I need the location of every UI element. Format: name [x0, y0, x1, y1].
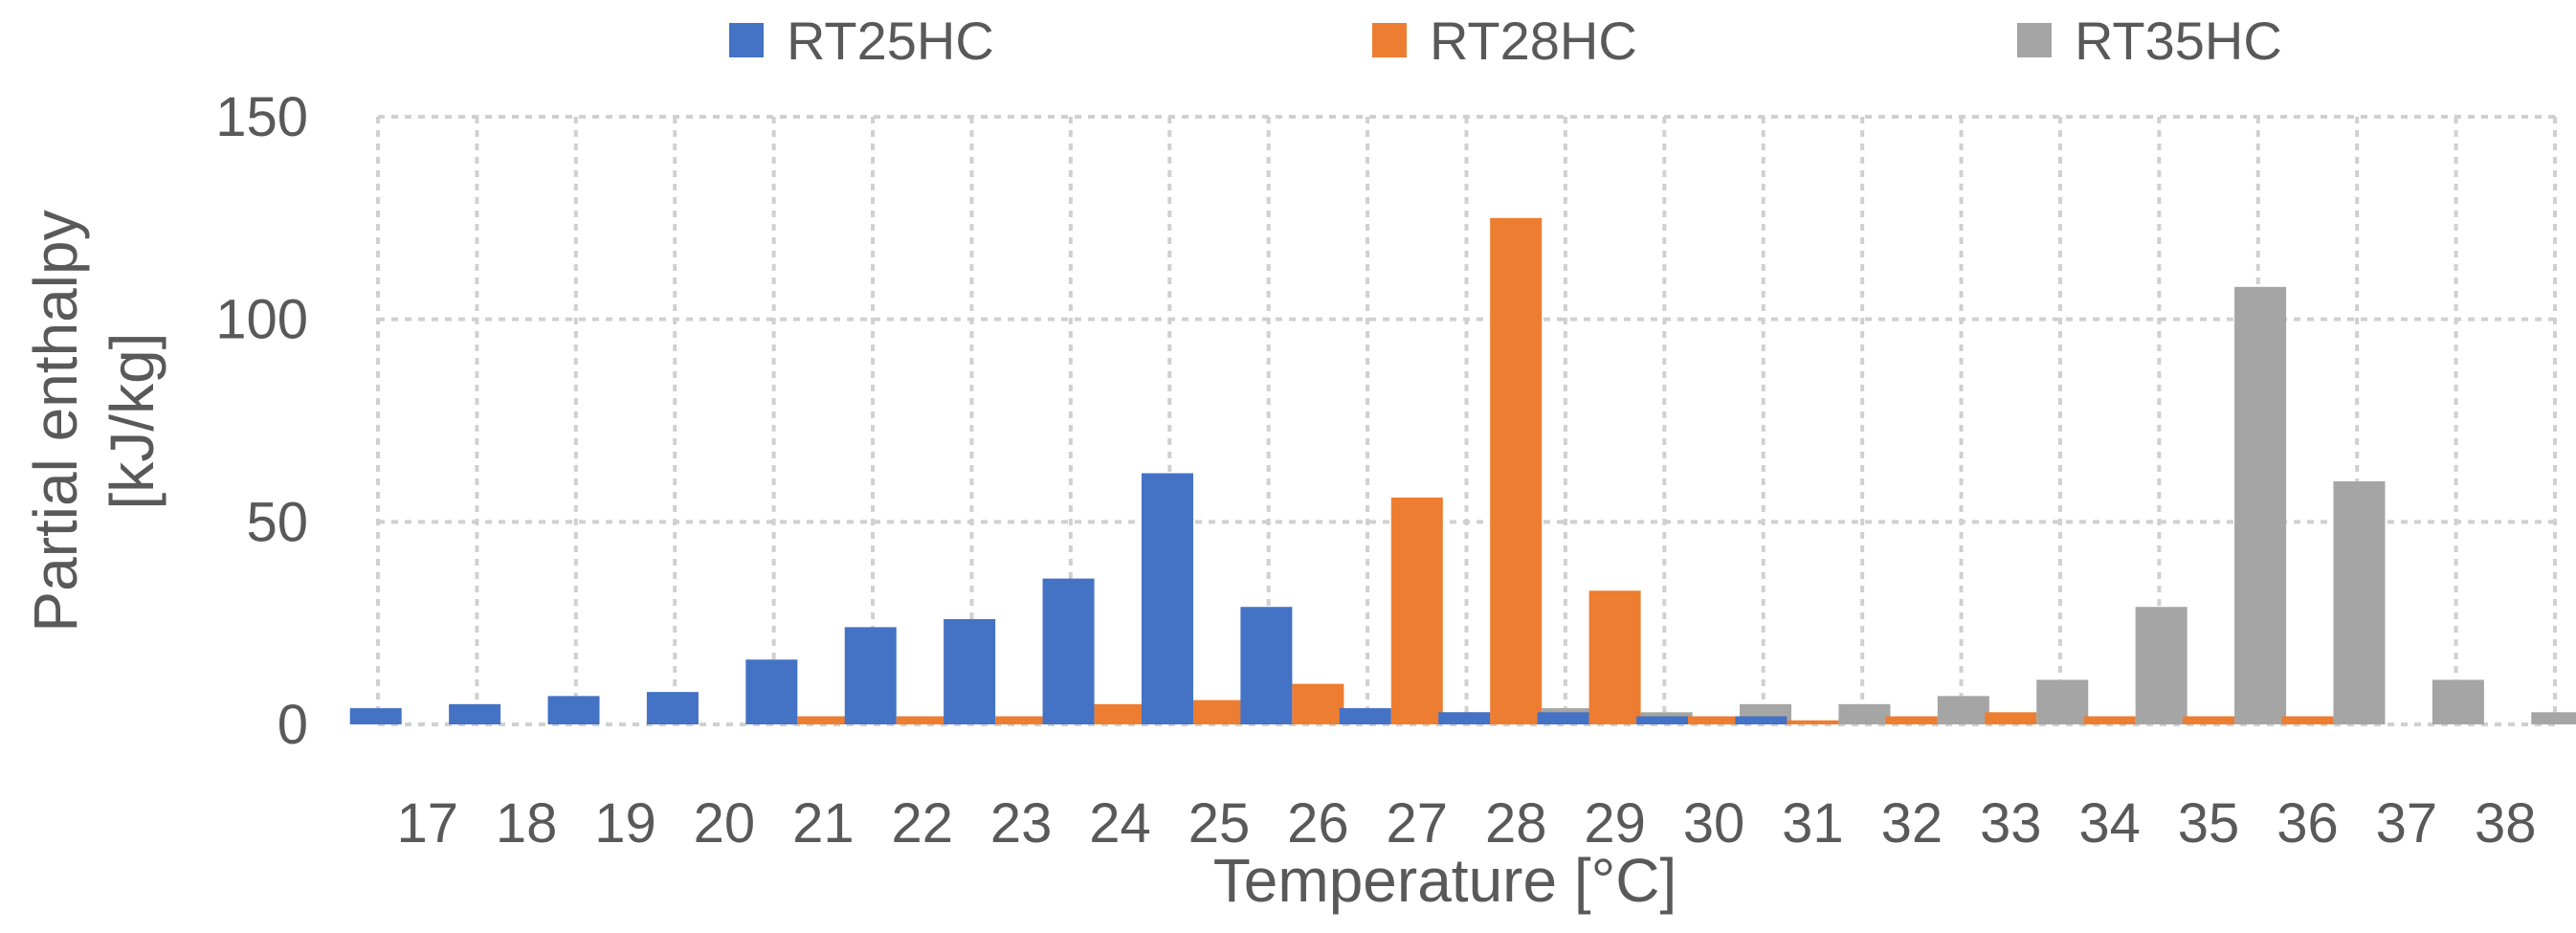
- bar-RT28HC-23: [995, 716, 1048, 724]
- x-tick-label: 21: [792, 792, 855, 855]
- bar-RT28HC-24: [1094, 703, 1146, 724]
- bar-RT25HC-21: [745, 659, 798, 724]
- x-tick-label: 24: [1089, 792, 1151, 855]
- x-tick-label: 22: [891, 792, 953, 855]
- bar-RT25HC-24: [1042, 578, 1095, 724]
- x-tick-label: 35: [2178, 792, 2240, 855]
- x-axis-ticks: 17 18 19 20 21 22 23 24 25 26 27 28 29 30 31 32 33 34 35 36…: [396, 792, 2536, 855]
- bar-RT28HC-35: [2183, 716, 2235, 724]
- x-tick-label: 19: [594, 792, 656, 855]
- bar-RT28HC-34: [2083, 716, 2136, 724]
- bar-RT25HC-27: [1339, 708, 1391, 724]
- bar-RT28HC-25: [1192, 700, 1245, 724]
- bar-RT25HC-28: [1438, 712, 1491, 724]
- legend-swatch-RT28HC: [1372, 23, 1407, 57]
- bar-RT25HC-29: [1537, 712, 1589, 724]
- gridlines: [376, 115, 2557, 726]
- bar-RT25HC-17: [349, 708, 402, 724]
- bar-RT28HC-28: [1490, 217, 1543, 725]
- bar-RT25HC-25: [1141, 473, 1193, 724]
- legend-label-RT35HC: RT35HC: [2075, 11, 2282, 71]
- x-axis-title: Temperature [°C]: [1213, 846, 1677, 915]
- x-tick-label: 25: [1188, 792, 1251, 855]
- y-axis-title: Partial enthalpy [kJ/kg]: [21, 210, 167, 632]
- x-tick-label: 26: [1287, 792, 1349, 855]
- bar-RT28HC-31: [1787, 720, 1839, 724]
- y-axis-title-line-2: [kJ/kg]: [98, 333, 167, 510]
- bar-RT35HC-35: [2234, 286, 2287, 724]
- x-tick-label: 38: [2475, 792, 2537, 855]
- bar-RT25HC-19: [547, 696, 600, 724]
- bar-RT25HC-26: [1240, 607, 1293, 724]
- x-tick-label: 29: [1584, 792, 1646, 855]
- y-axis-ticks: 0 50 100 150: [215, 86, 308, 756]
- bar-RT35HC-38: [2531, 712, 2576, 724]
- bar-RT28HC-21: [797, 716, 850, 724]
- bar-RT28HC-29: [1588, 590, 1641, 724]
- x-tick-label: 37: [2376, 792, 2438, 855]
- x-tick-label: 34: [2078, 792, 2141, 855]
- bar-RT25HC-30: [1636, 716, 1689, 724]
- bar-RT28HC-33: [1985, 712, 2037, 724]
- bar-RT25HC-20: [646, 692, 699, 724]
- x-tick-label: 30: [1683, 792, 1745, 855]
- bar-RT25HC-23: [944, 618, 996, 724]
- x-tick-label: 23: [990, 792, 1053, 855]
- legend: RT25HC RT28HC RT35HC: [729, 11, 2282, 71]
- bar-RT25HC-18: [449, 703, 501, 724]
- bar-RT28HC-30: [1688, 716, 1741, 724]
- x-tick-label: 31: [1782, 792, 1844, 855]
- x-tick-label: 20: [694, 792, 756, 855]
- y-axis-title-line-1: Partial enthalpy: [21, 210, 90, 632]
- legend-label-RT28HC: RT28HC: [1430, 11, 1637, 71]
- bar-RT35HC-34: [2135, 607, 2187, 724]
- x-tick-label: 27: [1387, 792, 1449, 855]
- bar-RT28HC-26: [1292, 683, 1344, 724]
- bar-RT25HC-22: [844, 627, 897, 724]
- y-tick-label: 150: [215, 86, 308, 148]
- bar-RT28HC-32: [1885, 716, 1938, 724]
- y-tick-label: 0: [278, 694, 308, 756]
- bar-RT35HC-32: [1937, 696, 1989, 724]
- legend-swatch-RT25HC: [729, 23, 764, 57]
- bar-RT35HC-31: [1838, 703, 1891, 724]
- x-tick-label: 33: [1980, 792, 2042, 855]
- x-tick-label: 17: [396, 792, 458, 855]
- bar-RT35HC-37: [2432, 679, 2484, 724]
- x-tick-label: 28: [1485, 792, 1547, 855]
- x-tick-label: 36: [2276, 792, 2339, 855]
- legend-label-RT25HC: RT25HC: [787, 11, 994, 71]
- y-tick-label: 100: [215, 289, 308, 351]
- bar-RT28HC-22: [896, 716, 948, 724]
- bars: [349, 217, 2576, 725]
- bar-RT25HC-31: [1735, 716, 1788, 724]
- bar-RT35HC-33: [2036, 679, 2089, 724]
- x-tick-label: 18: [496, 792, 558, 855]
- legend-swatch-RT35HC: [2017, 23, 2052, 57]
- bar-RT35HC-36: [2333, 481, 2386, 724]
- bar-RT28HC-27: [1390, 497, 1443, 724]
- bar-RT28HC-36: [2281, 716, 2334, 724]
- y-tick-label: 50: [246, 491, 308, 553]
- x-tick-label: 32: [1881, 792, 1943, 855]
